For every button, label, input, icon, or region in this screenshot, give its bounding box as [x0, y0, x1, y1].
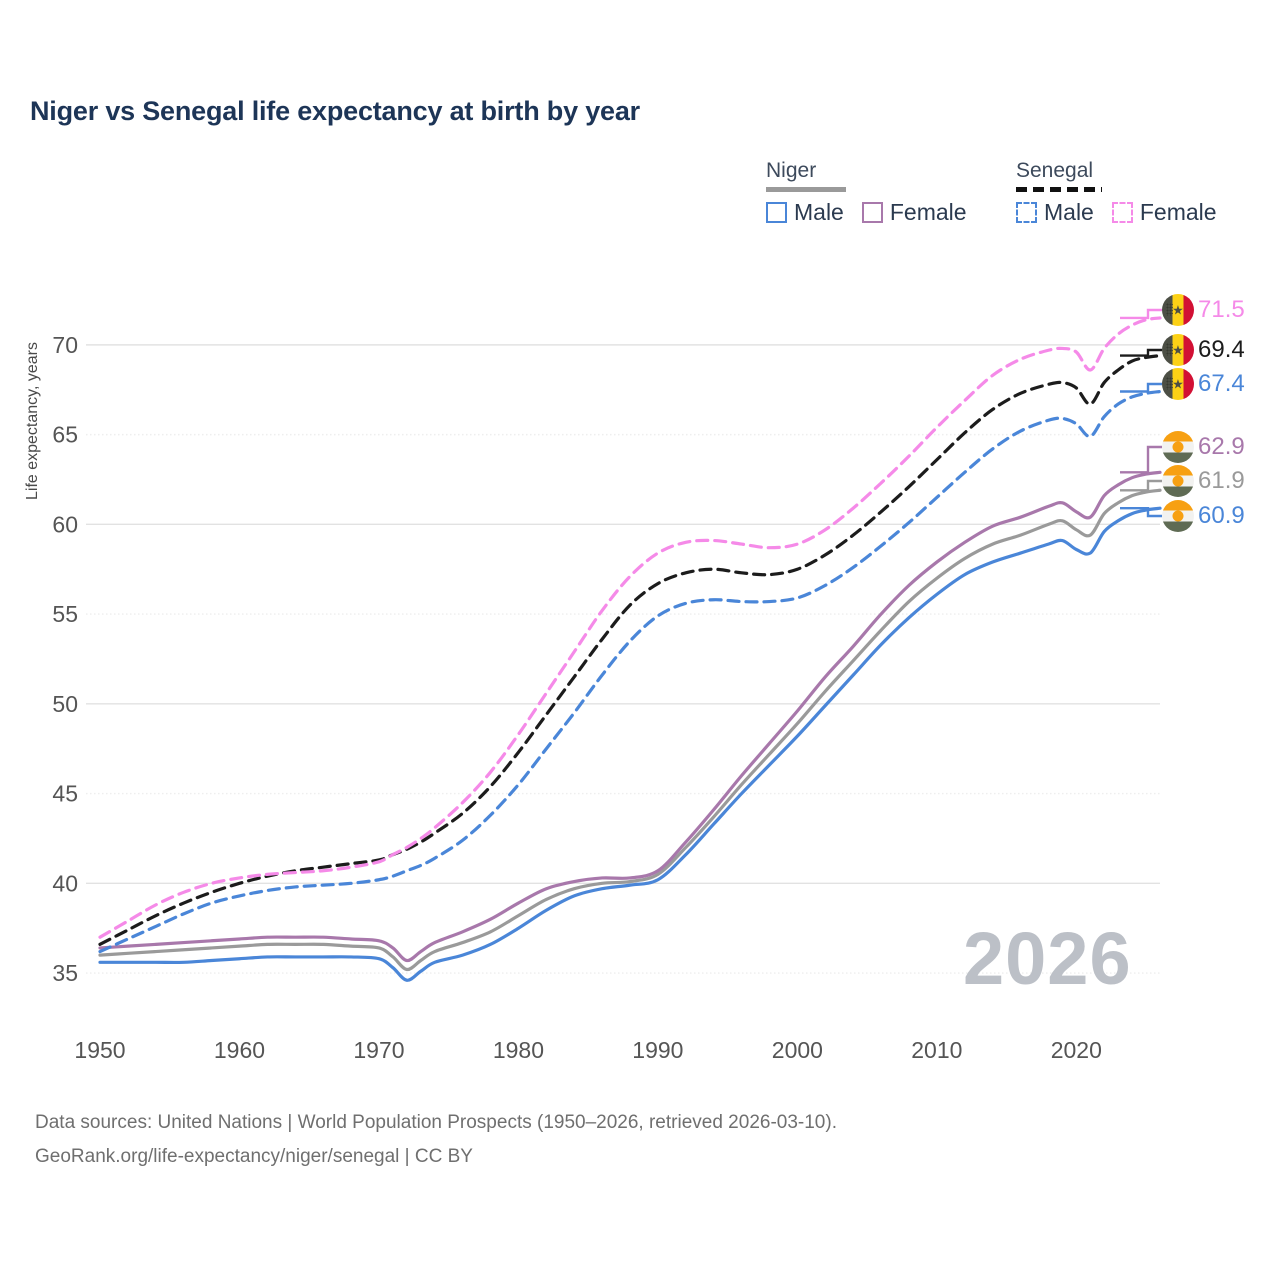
senegal-flag-icon: ★	[1162, 368, 1194, 400]
x-tick-label: 1990	[632, 1037, 683, 1063]
x-tick-label: 1980	[493, 1037, 544, 1063]
legend-label-niger-female: Female	[889, 199, 967, 225]
page-title: Niger vs Senegal life expectancy at birt…	[30, 96, 640, 126]
end-label-niger-female: 62.9	[1162, 431, 1245, 463]
legend-item-senegal-male[interactable]: Male	[1016, 199, 1094, 226]
legend-rule-niger	[766, 187, 846, 192]
legend-swatch-icon-niger-male	[766, 202, 787, 223]
legend-label-senegal-male: Male	[1044, 199, 1094, 225]
x-tick-label: 1950	[74, 1037, 125, 1063]
chart-line	[98, 488, 1162, 972]
end-label-senegal-male: ★ 67.4	[1162, 368, 1245, 400]
y-tick-label: 35	[52, 960, 78, 986]
niger-flag-icon	[1162, 500, 1194, 532]
label-leader-line	[1120, 507, 1162, 518]
footer-attribution: GeoRank.org/life-expectancy/niger/senega…	[35, 1146, 473, 1167]
y-tick-label: 40	[52, 870, 78, 896]
x-tick-label: 2020	[1051, 1037, 1102, 1063]
niger-flag-icon	[1162, 465, 1194, 497]
x-tick-label: 2000	[772, 1037, 823, 1063]
chart-line	[98, 470, 1162, 963]
legend-group-title-niger: Niger	[766, 159, 817, 182]
label-leader-line	[1120, 348, 1162, 357]
end-label-value: 60.9	[1198, 502, 1245, 529]
end-label-value: 67.4	[1198, 370, 1245, 397]
legend-item-niger-female[interactable]: Female	[861, 199, 967, 226]
senegal-flag-icon: ★	[1162, 334, 1194, 366]
end-label-niger-both: 61.9	[1162, 465, 1245, 497]
niger-flag-icon	[1162, 431, 1194, 463]
y-tick-label: 70	[52, 332, 78, 358]
legend-item-niger-male[interactable]: Male	[766, 199, 844, 226]
legend-swatch-icon-niger-female	[861, 202, 883, 223]
legend-group-title-senegal: Senegal	[1016, 159, 1094, 182]
y-tick-label: 60	[52, 511, 78, 537]
legend-label-senegal-female: Female	[1139, 199, 1217, 225]
legend-item-senegal-female[interactable]: Female	[1111, 199, 1217, 226]
y-tick-label: 65	[52, 422, 78, 448]
chart-line	[98, 354, 1162, 946]
chart-label-leader-lines	[1120, 308, 1162, 518]
legend-group-senegal: Senegal Male Female	[1016, 160, 1217, 226]
chart-line	[98, 389, 1162, 954]
chart-y-axis-label: Life expectancy, years	[24, 341, 41, 500]
label-leader-line	[1120, 479, 1162, 492]
end-label-niger-male: 60.9	[1162, 500, 1245, 532]
chart-watermark: 2026	[963, 917, 1132, 1000]
chart-x-tick-labels: 1950 1960 1970 1980 1990 2000 2010 2020	[74, 1037, 1101, 1063]
legend-label-niger-male: Male	[794, 199, 844, 225]
legend-swatch-icon-senegal-female	[1111, 202, 1133, 223]
end-label-value: 69.4	[1198, 336, 1245, 363]
senegal-flag-icon: ★	[1162, 294, 1194, 326]
label-leader-line	[1120, 382, 1162, 393]
footer-data-sources: Data sources: United Nations | World Pop…	[35, 1112, 837, 1133]
y-tick-label: 55	[52, 601, 78, 627]
legend-group-niger: Niger Male Female	[766, 160, 967, 226]
chart-series-lines	[98, 316, 1162, 982]
y-tick-label: 50	[52, 691, 78, 717]
end-label-senegal-both: ★ 69.4	[1162, 334, 1245, 366]
legend-rule-senegal	[1016, 187, 1102, 192]
label-leader-line	[1120, 308, 1162, 320]
x-tick-label: 2010	[911, 1037, 962, 1063]
chart-footer: Data sources: United Nations | World Pop…	[35, 1106, 1235, 1174]
end-label-value: 71.5	[1198, 296, 1245, 323]
x-tick-label: 1970	[353, 1037, 404, 1063]
chart-y-tick-labels: 35 40 45 50 55 60 65 70	[52, 332, 78, 986]
chart-legend: Niger Male Female Senegal Male	[758, 160, 1258, 240]
chart-line	[98, 316, 1162, 939]
end-label-value: 61.9	[1198, 467, 1245, 494]
legend-swatch-icon-senegal-male	[1016, 202, 1037, 223]
end-label-value: 62.9	[1198, 433, 1245, 460]
y-tick-label: 45	[52, 781, 78, 807]
end-label-senegal-female: ★ 71.5	[1162, 294, 1245, 326]
x-tick-label: 1960	[214, 1037, 265, 1063]
label-leader-line	[1120, 445, 1162, 474]
chart-line	[98, 506, 1162, 982]
